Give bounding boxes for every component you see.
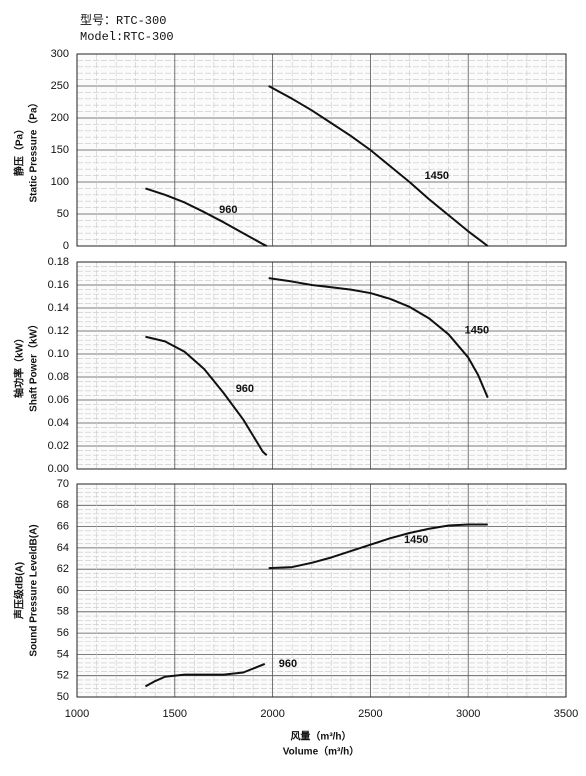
y-tick-label: 54 [57,648,69,660]
curve-label: 960 [219,204,237,216]
x-tick-label: 3000 [456,708,480,720]
y-tick-label: 0.00 [48,463,69,475]
x-label-en: Volume（m³/h） [283,745,359,758]
y-tick-label: 0.06 [48,394,69,406]
y-tick-label: 150 [51,144,69,156]
curve-label: 960 [236,383,254,395]
x-label-cn: 风量（m³/h） [290,730,351,743]
y-tick-label: 200 [51,112,69,124]
y-label-cn: 声压级dB(A) [13,562,26,620]
curve-label: 1450 [425,170,449,182]
y-tick-label: 0.02 [48,440,69,452]
curve [145,335,268,456]
y-label-cn: 轴功率（kW） [13,333,26,398]
model-en: Model:RTC-300 [80,30,174,44]
curve-label: 1450 [465,324,489,336]
y-tick-label: 0.10 [48,348,69,360]
x-tick-label: 2500 [358,708,382,720]
curve-label: 960 [279,658,297,670]
y-label-en: Shaft Power（kW） [27,319,40,412]
y-tick-label: 56 [57,627,69,639]
y-tick-label: 66 [57,521,69,533]
plot-frame [76,261,567,470]
curve-label: 1450 [404,534,428,546]
y-tick-label: 60 [57,584,69,596]
y-tick-label: 100 [51,176,69,188]
curve [144,663,266,688]
curve [268,85,489,247]
model-cn: 型号：RTC-300 [80,13,166,28]
curve [145,187,268,247]
y-tick-label: 0.08 [48,371,69,383]
y-tick-label: 52 [57,670,69,682]
y-label-en: Sound Pressure LeveldB(A) [29,524,40,656]
x-tick-label: 2000 [260,708,284,720]
y-label-cn: 静压（Pa） [13,124,26,176]
y-tick-label: 0.12 [48,325,69,337]
y-tick-label: 0.04 [48,417,69,429]
y-tick-label: 0 [63,240,69,252]
y-tick-label: 0.14 [48,302,69,314]
y-label-en: Static Pressure（Pa） [27,97,40,202]
y-tick-label: 62 [57,563,69,575]
y-tick-label: 0.16 [48,279,69,291]
curve [268,523,488,570]
curve [268,277,489,399]
y-tick-label: 0.18 [48,256,69,268]
y-tick-label: 58 [57,606,69,618]
x-tick-label: 1000 [65,708,89,720]
y-tick-label: 70 [57,478,69,490]
plot-frame [76,483,567,698]
y-tick-label: 50 [57,691,69,703]
plot-area [77,262,566,469]
y-tick-label: 300 [51,48,69,60]
plot-frame [76,53,567,247]
y-tick-label: 250 [51,80,69,92]
x-tick-label: 3500 [554,708,578,720]
x-tick-label: 1500 [163,708,187,720]
y-tick-label: 68 [57,499,69,511]
y-tick-label: 50 [57,208,69,220]
y-tick-label: 64 [57,542,69,554]
